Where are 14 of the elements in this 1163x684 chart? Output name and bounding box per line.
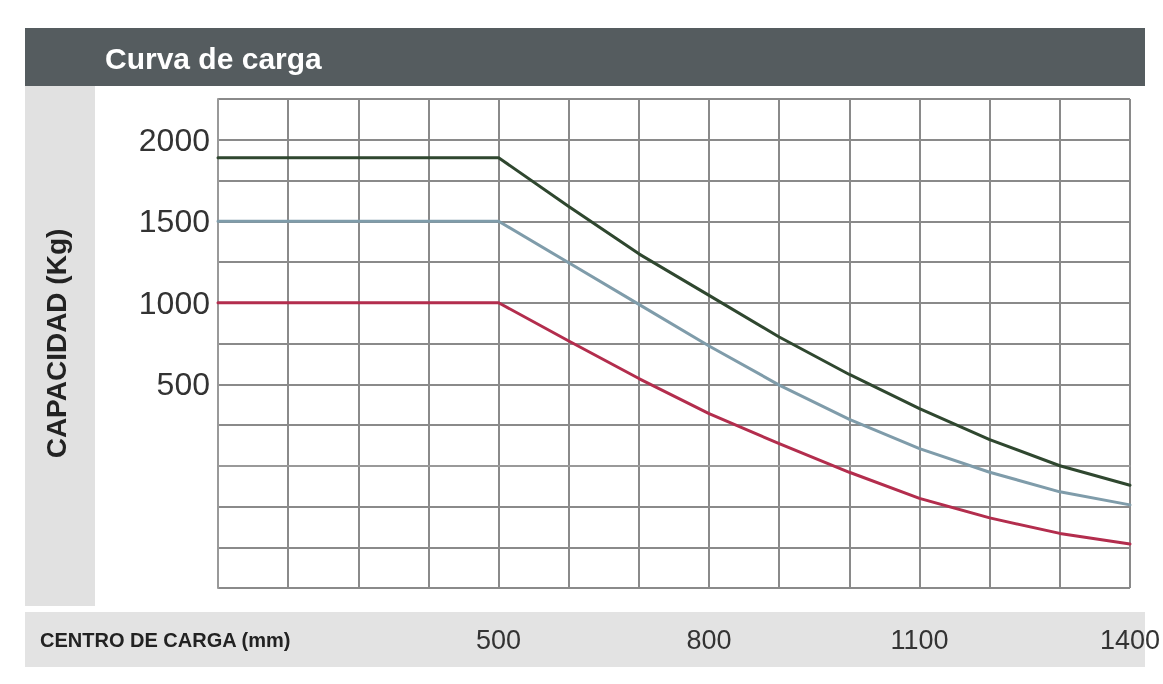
chart-title: Curva de carga	[105, 41, 323, 75]
x-axis-title: CENTRO DE CARGA (mm)	[40, 629, 291, 651]
x-tick-label: 800	[686, 624, 732, 655]
x-tick-label: 1400	[1099, 624, 1161, 655]
y-tick-label: 1500	[138, 203, 210, 240]
line-series	[216, 219, 1132, 507]
y-tick-label: 500	[156, 366, 210, 403]
x-tick-label: 1100	[890, 624, 949, 655]
line-series	[216, 156, 1132, 487]
y-axis-title: CAPACIDAD (Kg)	[40, 228, 72, 459]
y-tick-label: 1000	[138, 284, 210, 321]
line-series	[216, 301, 1132, 546]
y-tick-label: 2000	[138, 121, 210, 158]
x-tick-label: 500	[476, 624, 522, 655]
